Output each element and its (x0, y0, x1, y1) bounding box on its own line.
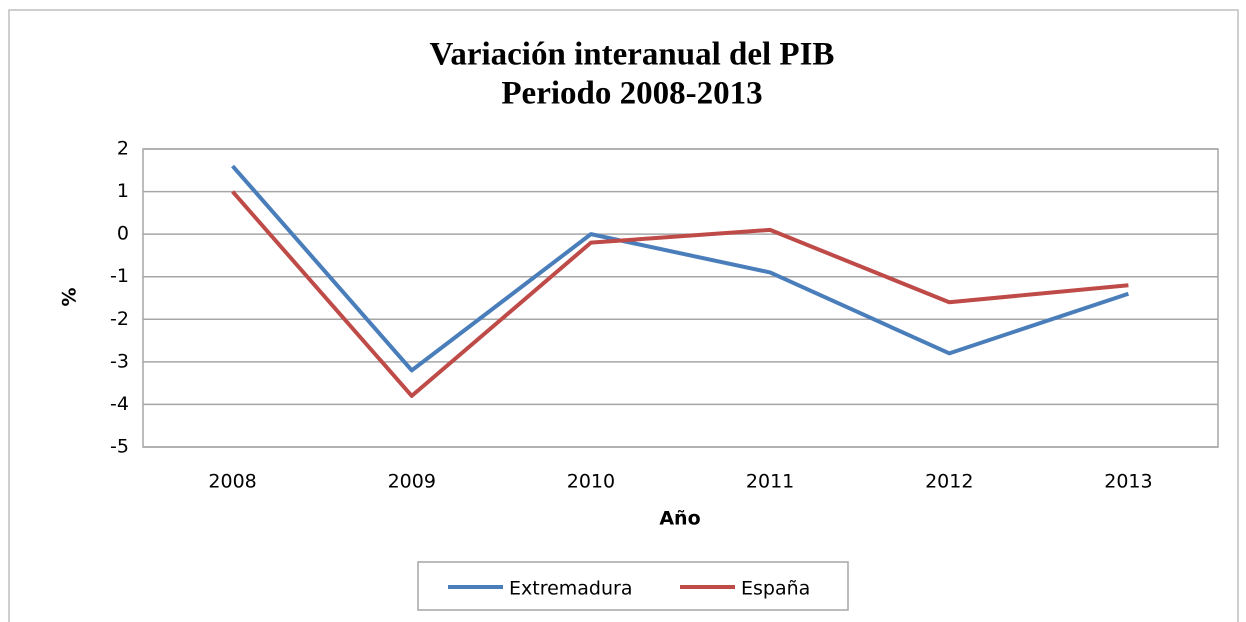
chart-title: Variación interanual del PIB (430, 37, 835, 73)
legend-label: España (741, 578, 810, 600)
y-tick-label: -1 (110, 265, 129, 287)
y-tick-label: -4 (110, 393, 129, 415)
x-tick-label: 2013 (1104, 471, 1152, 493)
chart-frame (8, 9, 1239, 622)
x-tick-label: 2010 (567, 471, 615, 493)
x-tick-label: 2009 (388, 471, 436, 493)
y-tick-label: -3 (110, 350, 129, 372)
y-tick-label: -2 (110, 308, 129, 330)
series-line (231, 190, 1129, 398)
y-tick-label: 1 (117, 180, 129, 202)
y-tick-label: 2 (117, 138, 129, 160)
y-axis-title: % (59, 287, 81, 306)
x-tick-label: 2012 (925, 471, 973, 493)
legend-label: Extremadura (509, 578, 633, 600)
series-line (231, 164, 1130, 373)
y-tick-label: -5 (110, 436, 129, 458)
x-tick-label: 2011 (746, 471, 794, 493)
chart-subtitle: Periodo 2008-2013 (501, 76, 762, 112)
x-axis-title: Año (659, 508, 700, 530)
y-tick-label: 0 (117, 223, 129, 245)
x-tick-label: 2008 (208, 471, 256, 493)
